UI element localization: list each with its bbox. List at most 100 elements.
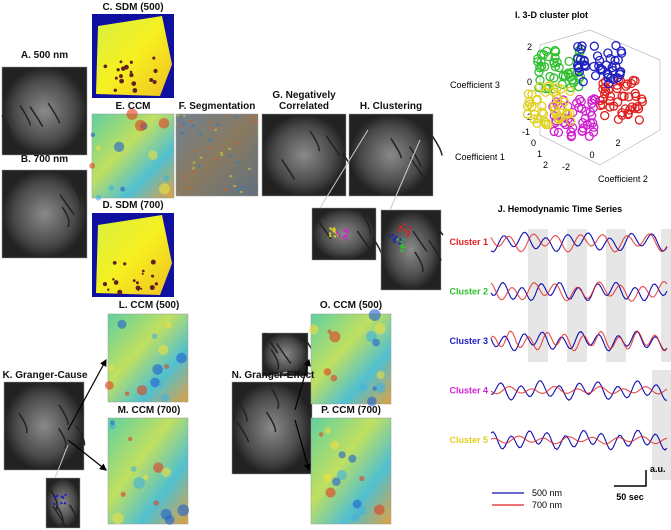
speck	[180, 132, 184, 135]
legend-label: 700 nm	[532, 500, 562, 510]
blob	[163, 174, 170, 182]
blob	[352, 499, 362, 509]
speck	[233, 184, 237, 187]
scatter-circle	[603, 48, 613, 58]
speck	[215, 158, 219, 161]
panel-label: F. Segmentation	[178, 101, 256, 112]
arrow	[67, 358, 107, 431]
blob	[89, 162, 96, 169]
scatter-circle	[627, 102, 637, 112]
sulcus	[1, 115, 11, 136]
spot	[129, 73, 134, 78]
scatter-circle	[630, 76, 640, 86]
speck	[199, 156, 203, 159]
blob	[143, 474, 149, 480]
scatter-circle	[553, 127, 564, 138]
scatter-circle	[529, 109, 540, 120]
scatter-circle	[581, 106, 591, 116]
sulcus	[316, 218, 332, 240]
tick-label: 2	[615, 138, 620, 148]
scatter-circle	[605, 53, 615, 64]
blob	[372, 386, 377, 391]
scatter-circle	[539, 62, 550, 72]
arrow	[67, 439, 107, 471]
scatter-circle	[623, 109, 633, 120]
spot	[129, 70, 133, 74]
scatter-circle	[625, 105, 635, 115]
blob	[367, 396, 377, 407]
scatter-circle	[572, 98, 582, 108]
panel-label: G. Negatively Correlated	[272, 90, 336, 112]
image	[231, 381, 313, 475]
sulcus	[414, 251, 424, 273]
scatter-circle	[609, 101, 619, 111]
arrow	[294, 419, 311, 472]
axis-label: Coefficient 2	[598, 174, 648, 184]
sulcus	[263, 332, 279, 354]
blob	[323, 473, 332, 482]
cluster-dot	[328, 234, 332, 238]
scatter-circle	[592, 51, 603, 61]
cluster-dot	[345, 234, 348, 238]
speck	[182, 114, 186, 117]
blob	[161, 467, 172, 477]
cluster-dot	[329, 227, 332, 230]
speck	[208, 121, 212, 124]
speck	[211, 127, 215, 130]
scatter-circle	[525, 99, 535, 109]
image	[175, 113, 259, 197]
scatter-circle	[600, 110, 610, 121]
scatter-circle	[566, 127, 576, 137]
speck	[216, 123, 220, 126]
spot	[152, 56, 156, 60]
blob	[90, 132, 96, 138]
sulcus	[325, 135, 341, 156]
speck	[214, 128, 218, 131]
scatter-circle	[605, 102, 615, 112]
blob	[160, 393, 170, 403]
image	[261, 113, 347, 197]
inset-line	[269, 371, 289, 377]
spot	[151, 274, 155, 278]
sulcus	[29, 106, 44, 128]
blob	[109, 423, 116, 430]
speck	[176, 114, 180, 117]
scatter-circle	[610, 55, 620, 66]
shade	[528, 229, 548, 362]
cluster-dot	[61, 496, 65, 499]
panel-label: H. Clustering	[359, 101, 423, 112]
sulcus	[428, 240, 442, 261]
speck	[182, 122, 186, 125]
image-panels	[1, 14, 444, 529]
sulcus	[265, 411, 277, 433]
cluster-label: Cluster 3	[449, 336, 488, 346]
scatter-circle	[549, 58, 559, 68]
cluster-dot	[52, 502, 56, 506]
trace	[490, 429, 668, 451]
cluster-dot	[398, 226, 402, 229]
blob	[374, 323, 386, 335]
panel-label: N. Granger-Effect	[231, 370, 315, 381]
shade	[606, 229, 626, 362]
blob	[108, 185, 115, 192]
arrow	[294, 358, 311, 411]
sulcus	[47, 102, 61, 124]
blob	[150, 377, 160, 388]
plot-title: J. Hemodynamic Time Series	[498, 204, 622, 214]
tick-label: -2	[524, 112, 532, 122]
cluster-dot	[333, 235, 337, 238]
speck	[191, 167, 195, 170]
scatter-circle	[564, 56, 574, 66]
blob	[113, 141, 125, 153]
sulcus	[68, 504, 78, 526]
panel-label: P. CCM (700)	[321, 405, 381, 416]
scatter-circle	[574, 63, 584, 73]
scale-label: a.u.	[650, 464, 666, 474]
cluster-dot	[343, 234, 346, 237]
cluster-label: Cluster 5	[449, 435, 488, 445]
blob	[128, 436, 133, 442]
sulcus	[309, 130, 320, 152]
scatter-circle	[532, 94, 542, 105]
blob	[117, 319, 127, 329]
scatter-circle	[578, 77, 588, 87]
